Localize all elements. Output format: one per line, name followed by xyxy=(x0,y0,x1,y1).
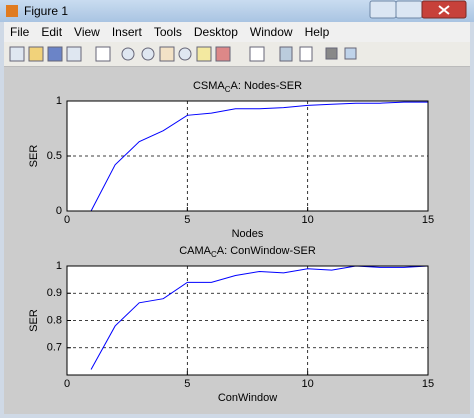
tool-hide[interactable] xyxy=(325,47,338,60)
close-glyph xyxy=(438,5,450,15)
tool-pointer[interactable] xyxy=(95,46,111,62)
toolbar-icons xyxy=(9,46,357,62)
tool-legend[interactable] xyxy=(299,46,313,62)
menu-item[interactable]: Edit xyxy=(41,25,63,39)
app-icon xyxy=(6,5,18,17)
chart-title: CAMACA: ConWindow-SER xyxy=(179,245,316,259)
y-tick-label: 1 xyxy=(56,95,62,107)
x-tick-label: 10 xyxy=(302,378,314,390)
y-tick-label: 0.5 xyxy=(47,150,62,162)
x-tick-label: 15 xyxy=(422,378,434,390)
toolbar xyxy=(4,42,470,67)
window-buttons xyxy=(369,0,467,19)
tool-brush[interactable] xyxy=(215,46,231,62)
title-bar: Figure 1 xyxy=(0,0,474,22)
title-text: A: Nodes-SER xyxy=(231,80,303,92)
y-tick-label: 0.7 xyxy=(47,342,62,354)
y-axis-label: SER xyxy=(28,145,40,168)
axes-box xyxy=(66,100,429,212)
window-title: Figure 1 xyxy=(24,4,69,18)
title-text: CAMA xyxy=(179,245,211,257)
x-tick-label: 5 xyxy=(184,214,190,226)
y-tick-label: 1 xyxy=(56,260,62,272)
menu-item[interactable]: Window xyxy=(249,25,293,39)
title-subscript: C xyxy=(225,85,231,94)
tool-dock[interactable] xyxy=(344,47,357,60)
tool-new[interactable] xyxy=(9,46,25,62)
title-subscript: C xyxy=(211,250,217,259)
x-axis-label: ConWindow xyxy=(218,392,277,404)
x-tick-label: 10 xyxy=(302,214,314,226)
menu-item[interactable]: File xyxy=(10,25,30,39)
tool-pan[interactable] xyxy=(159,46,175,62)
tool-link[interactable] xyxy=(249,46,265,62)
tool-datacursor[interactable] xyxy=(196,46,212,62)
tool-zoom-out[interactable] xyxy=(141,47,155,61)
data-line xyxy=(90,265,429,370)
title-text: CSMA xyxy=(193,80,225,92)
y-tick-label: 0.8 xyxy=(47,314,62,326)
tool-rotate[interactable] xyxy=(178,47,192,61)
menu-item[interactable]: Insert xyxy=(111,25,142,39)
tool-open[interactable] xyxy=(28,46,44,62)
chart-title: CSMACA: Nodes-SER xyxy=(193,80,302,94)
x-tick-label: 15 xyxy=(422,214,434,226)
y-axis-label: SER xyxy=(28,309,40,332)
title-text: A: ConWindow-SER xyxy=(217,245,316,257)
menu-item[interactable]: View xyxy=(74,25,100,39)
x-axis-label: Nodes xyxy=(232,228,264,240)
x-tick-label: 0 xyxy=(64,214,70,226)
y-tick-label: 0 xyxy=(56,205,62,217)
menu-bar: File Edit View Insert Tools Desktop Window Help xyxy=(4,22,470,42)
menu-item[interactable]: Desktop xyxy=(193,25,238,39)
tool-print[interactable] xyxy=(66,46,82,62)
tool-save[interactable] xyxy=(47,46,63,62)
menu-item[interactable]: Help xyxy=(304,25,330,39)
tool-colorbar[interactable] xyxy=(279,46,293,62)
y-tick-label: 0.9 xyxy=(47,287,62,299)
data-line xyxy=(90,101,428,212)
x-tick-label: 0 xyxy=(64,378,70,390)
x-tick-label: 5 xyxy=(184,378,190,390)
maximize-button[interactable] xyxy=(395,0,423,19)
axes-box xyxy=(66,265,429,376)
minimize-button[interactable] xyxy=(369,0,397,19)
menu-item[interactable]: Tools xyxy=(153,25,182,39)
tool-zoom-in[interactable] xyxy=(121,47,135,61)
